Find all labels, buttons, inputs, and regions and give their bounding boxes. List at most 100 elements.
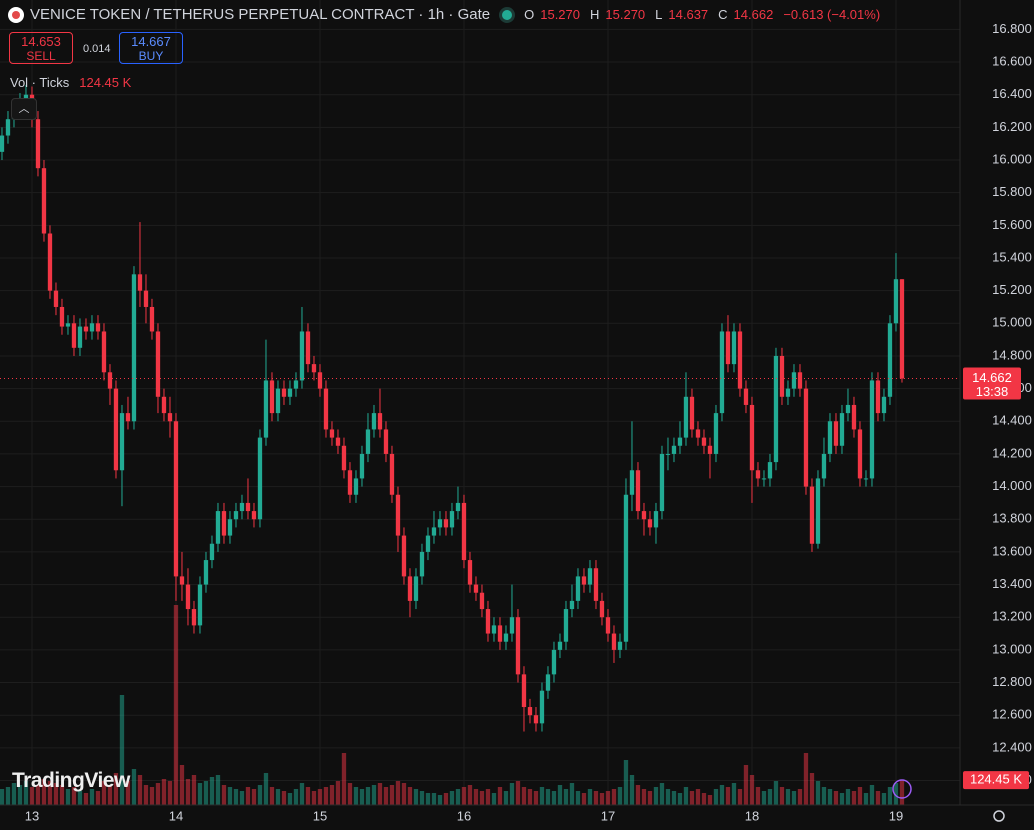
candle-body: [221, 511, 227, 536]
volume-bar: [323, 787, 329, 805]
candle-body: [437, 519, 443, 528]
volume-bar: [875, 791, 881, 805]
volume-bar: [749, 775, 755, 805]
candle-body: [743, 388, 749, 405]
volume-bar: [725, 787, 731, 805]
buy-button[interactable]: 14.667 BUY: [119, 32, 183, 64]
symbol-title[interactable]: VENICE TOKEN / TETHERUS PERPETUAL CONTRA…: [30, 6, 491, 23]
volume-bar: [197, 783, 203, 805]
volume-bar: [773, 781, 779, 805]
y-tick-label: 15.000: [992, 315, 1032, 330]
candle-body: [179, 576, 185, 585]
candle-body: [611, 633, 617, 650]
candle-body: [71, 323, 77, 348]
candle-body: [785, 388, 791, 397]
y-tick-label: 13.400: [992, 576, 1032, 591]
candle-body: [479, 592, 485, 610]
candle-body: [467, 560, 473, 585]
candle-body: [257, 437, 263, 520]
x-tick-label: 17: [601, 808, 615, 823]
volume-bar: [479, 791, 485, 805]
volume-bar: [413, 789, 419, 805]
candle-body: [863, 478, 869, 480]
volume-bar: [77, 791, 83, 805]
candle-body: [575, 576, 581, 601]
candle-body: [761, 478, 767, 480]
volume-bar: [0, 789, 5, 805]
volume-bar: [137, 775, 143, 805]
candle-body: [323, 388, 329, 430]
h-key: H: [590, 7, 600, 22]
volume-bar: [473, 789, 479, 805]
volume-bar: [149, 787, 155, 805]
candle-body: [617, 641, 623, 650]
x-tick-label: 16: [457, 808, 471, 823]
candle-body: [767, 462, 773, 479]
candle-body: [371, 413, 377, 430]
volume-bar: [317, 789, 323, 805]
candle-body: [287, 388, 293, 397]
collapse-button[interactable]: ︿: [11, 98, 37, 120]
candle-body: [59, 306, 65, 327]
candle-body: [497, 625, 503, 642]
volume-bar: [371, 785, 377, 805]
volume-bar: [461, 787, 467, 805]
candle-body: [833, 421, 839, 446]
candle-body: [401, 535, 407, 577]
volume-bar: [419, 791, 425, 805]
buy-label: BUY: [138, 49, 164, 63]
sell-button[interactable]: 14.653 SELL: [9, 32, 73, 64]
candle-body: [419, 551, 425, 577]
candle-body: [815, 478, 821, 544]
volume-bar: [869, 785, 875, 805]
volume-bar: [791, 791, 797, 805]
candle-body: [683, 396, 689, 438]
volume-bar: [407, 787, 413, 805]
candle-body: [53, 290, 59, 307]
volume-bar: [353, 787, 359, 805]
volume-bar: [395, 781, 401, 805]
candle-body: [83, 326, 89, 332]
volume-bar: [737, 789, 743, 805]
candle-body: [161, 396, 167, 414]
y-tick-label: 15.400: [992, 249, 1032, 264]
volume-bar: [233, 789, 239, 805]
volume-bar: [863, 793, 869, 805]
x-tick-label: 15: [313, 808, 327, 823]
sell-label: SELL: [26, 49, 56, 63]
volume-bar: [683, 787, 689, 805]
y-tick-label: 16.200: [992, 119, 1032, 134]
candle-body: [125, 413, 131, 422]
volume-bar: [665, 789, 671, 805]
volume-bar: [83, 793, 89, 805]
candle-body: [173, 421, 179, 577]
candle-body: [593, 568, 599, 601]
candle-body: [167, 413, 173, 422]
candle-body: [671, 445, 677, 454]
candle-body: [143, 290, 149, 307]
candle-body: [185, 584, 191, 610]
candle-body: [881, 396, 887, 414]
volume-bar: [275, 789, 281, 805]
l-value: 14.637: [668, 7, 709, 22]
candle-body: [689, 396, 695, 430]
candle-body: [821, 453, 827, 479]
volume-bar: [557, 785, 563, 805]
candle-body: [137, 274, 143, 291]
candle-body: [377, 413, 383, 430]
spread: 0.014: [83, 43, 111, 55]
candle-body: [641, 511, 647, 520]
candle-body: [383, 429, 389, 454]
candle-body: [779, 355, 785, 397]
volume-bar: [515, 781, 521, 805]
candle-body: [431, 527, 437, 536]
volume-bar: [287, 793, 293, 805]
volume-bar: [653, 787, 659, 805]
market-status: [502, 9, 513, 20]
candle-body: [359, 453, 365, 479]
volume-bar: [401, 783, 407, 805]
volume-bar: [95, 791, 101, 805]
volume-bar: [377, 783, 383, 805]
volume-bar: [617, 787, 623, 805]
candle-body: [329, 429, 335, 438]
